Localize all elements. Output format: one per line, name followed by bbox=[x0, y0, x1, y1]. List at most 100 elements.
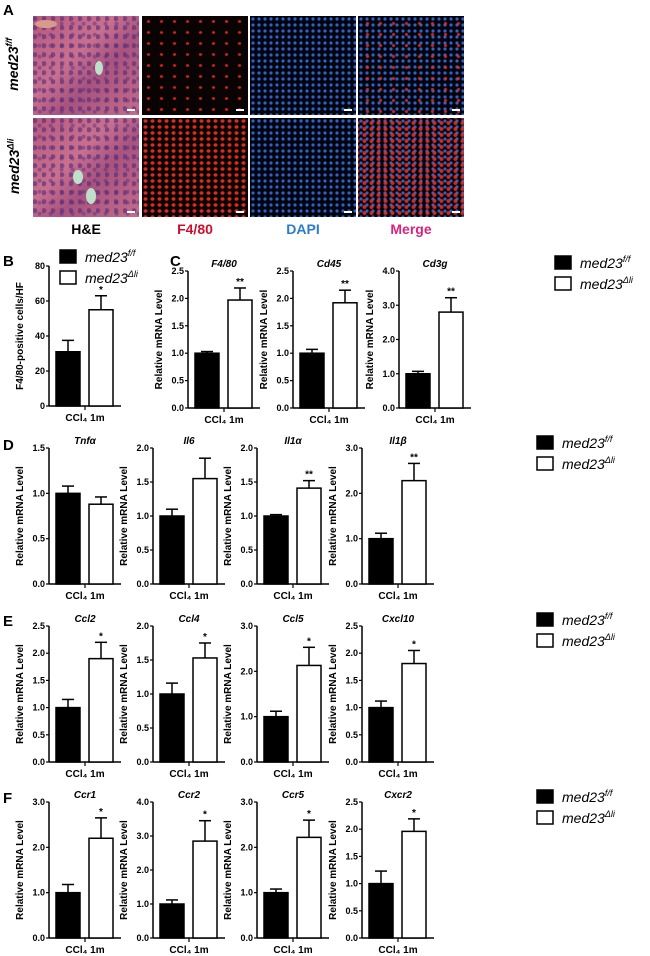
panel-label-a: A bbox=[3, 2, 14, 19]
x-axis-label: CCl₄ 1m bbox=[65, 769, 104, 780]
legend-c: med23f/f med23Δli bbox=[554, 254, 634, 292]
bar-med23-dli bbox=[401, 662, 427, 763]
y-tick-label: 0.5 bbox=[136, 723, 149, 733]
y-axis-label: Relative mRNA Level bbox=[119, 466, 130, 566]
bar-med23-ff bbox=[159, 693, 185, 763]
y-tick-label: 2.0 bbox=[32, 842, 45, 852]
bar-med23-ff bbox=[263, 715, 289, 763]
chart-f480: 0.0 0.5 1.0 1.5 2.0 2.5 ** F4/80 CCl₄ 1m Relative… bbox=[154, 259, 260, 426]
x-axis-label: CCl₄ 1m bbox=[273, 945, 312, 956]
y-tick-label: 1.0 bbox=[136, 689, 149, 699]
chart-title: Tnfα bbox=[74, 436, 97, 447]
chart-title: Cxcl10 bbox=[382, 614, 415, 625]
bar-med23-dli bbox=[192, 840, 218, 939]
chart-ccr2: 0.0 1.0 2.0 3.0 4.0 *Ccr2 CCl₄ 1m Relative mRNA… bbox=[119, 790, 225, 956]
panel-label-b: B bbox=[3, 253, 14, 270]
y-tick-label: 4.0 bbox=[136, 797, 149, 807]
bar-med23-ff bbox=[55, 706, 81, 763]
y-tick-label: 80 bbox=[35, 261, 45, 271]
y-tick-label: 0.5 bbox=[345, 730, 358, 740]
bar-med23-dli bbox=[296, 836, 322, 939]
significance-label: ** bbox=[447, 287, 455, 298]
y-axis-label: Relative mRNA Level bbox=[15, 466, 26, 566]
y-axis-label: Relative mRNA Level bbox=[328, 466, 339, 566]
legend-swatch-med23-dli bbox=[536, 633, 554, 648]
chart-title: Cd45 bbox=[317, 259, 342, 270]
panel-label-c: C bbox=[170, 253, 181, 270]
y-axis-label: Relative mRNA Level bbox=[328, 644, 339, 744]
y-tick-label: 3.0 bbox=[240, 797, 253, 807]
chart-tnf: 0.0 0.5 1.0 1.5 Tnfα CCl₄ 1m Relative mRNA Lev… bbox=[15, 436, 121, 602]
y-tick-label: 0.5 bbox=[276, 376, 289, 386]
chart-il1: 0.0 0.5 1.0 1.5 2.0 ** Il1α CCl₄ 1m Relative mRN… bbox=[223, 436, 329, 602]
x-axis-label: CCl₄ 1m bbox=[415, 415, 454, 426]
y-tick-label: 1.0 bbox=[240, 511, 253, 521]
y-tick-label: 1.0 bbox=[32, 703, 45, 713]
x-axis-label: CCl₄ 1m bbox=[65, 591, 104, 602]
f480-image-control bbox=[142, 16, 248, 115]
bar-med23-dli bbox=[401, 479, 427, 585]
y-tick-label: 1.5 bbox=[171, 321, 184, 331]
bar-med23-ff bbox=[405, 373, 431, 409]
x-axis-label: CCl₄ 1m bbox=[273, 591, 312, 602]
x-axis-label: CCl₄ 1m bbox=[169, 591, 208, 602]
y-tick-label: 1.5 bbox=[136, 477, 149, 487]
y-tick-label: 0 bbox=[40, 401, 45, 411]
y-tick-label: 1.0 bbox=[136, 511, 149, 521]
dapi-image-control bbox=[250, 16, 356, 115]
legend-e: med23f/f med23Δli bbox=[536, 611, 616, 649]
chart-title: Il1α bbox=[284, 436, 302, 447]
x-axis-label: CCl₄ 1m bbox=[378, 769, 417, 780]
y-tick-label: 2.0 bbox=[240, 443, 253, 453]
y-tick-label: 1.5 bbox=[345, 675, 358, 685]
y-tick-label: 1.5 bbox=[32, 675, 45, 685]
y-tick-label: 0.5 bbox=[171, 376, 184, 386]
legend-label: med23f/f bbox=[562, 788, 614, 805]
y-tick-label: 40 bbox=[35, 331, 45, 341]
chart-title: Ccr2 bbox=[178, 790, 201, 801]
significance-label: * bbox=[307, 636, 311, 647]
y-tick-label: 2.5 bbox=[345, 621, 358, 631]
y-tick-label: 2.5 bbox=[345, 797, 358, 807]
y-tick-label: 0.0 bbox=[345, 579, 358, 589]
chart-ccr5: 0.0 1.0 2.0 3.0 *Ccr5 CCl₄ 1m Relative mRNA Le… bbox=[223, 790, 329, 956]
y-tick-label: 0.5 bbox=[32, 730, 45, 740]
y-tick-label: 3.0 bbox=[136, 831, 149, 841]
legend-swatch-med23-ff bbox=[536, 435, 554, 450]
y-tick-label: 1.0 bbox=[345, 879, 358, 889]
y-tick-label: 3.0 bbox=[345, 443, 358, 453]
y-axis-label: Relative mRNA Level bbox=[223, 466, 234, 566]
chart-title: Ccl4 bbox=[178, 614, 200, 625]
y-tick-label: 3.0 bbox=[240, 621, 253, 631]
y-tick-label: 1.0 bbox=[136, 899, 149, 909]
y-tick-label: 0.0 bbox=[345, 933, 358, 943]
y-axis-label: Relative mRNA Level bbox=[15, 644, 26, 744]
bar-med23-dli bbox=[296, 664, 322, 763]
significance-label: * bbox=[412, 639, 416, 650]
y-tick-label: 1.5 bbox=[276, 321, 289, 331]
y-axis-label: Relative mRNA Level bbox=[259, 289, 270, 389]
y-tick-label: 0.0 bbox=[345, 757, 358, 767]
channel-label-merge: Merge bbox=[390, 221, 432, 237]
y-tick-label: 1.5 bbox=[345, 851, 358, 861]
chart-title: F4/80 bbox=[211, 259, 237, 270]
channel-label-dapi: DAPI bbox=[286, 221, 320, 237]
significance-label: * bbox=[307, 809, 311, 820]
significance-label: * bbox=[412, 808, 416, 819]
legend-swatch-med23-ff bbox=[554, 255, 572, 270]
significance-label: ** bbox=[341, 279, 349, 290]
bar-med23-ff bbox=[263, 891, 289, 939]
panel-label-d: D bbox=[3, 437, 14, 454]
y-tick-label: 2.0 bbox=[240, 842, 253, 852]
y-tick-label: 2.0 bbox=[382, 335, 395, 345]
significance-label: ** bbox=[410, 452, 418, 463]
he-image-control bbox=[33, 16, 139, 115]
x-axis-label: CCl₄ 1m bbox=[378, 591, 417, 602]
bar-med23-ff bbox=[159, 515, 185, 585]
bar-med23-dli bbox=[192, 477, 218, 585]
y-axis-label: Relative mRNA Level bbox=[15, 820, 26, 920]
y-tick-label: 0.0 bbox=[136, 933, 149, 943]
y-tick-label: 2.0 bbox=[240, 666, 253, 676]
bar-med23-ff bbox=[55, 891, 81, 939]
legend-label: med23Δli bbox=[562, 632, 616, 649]
